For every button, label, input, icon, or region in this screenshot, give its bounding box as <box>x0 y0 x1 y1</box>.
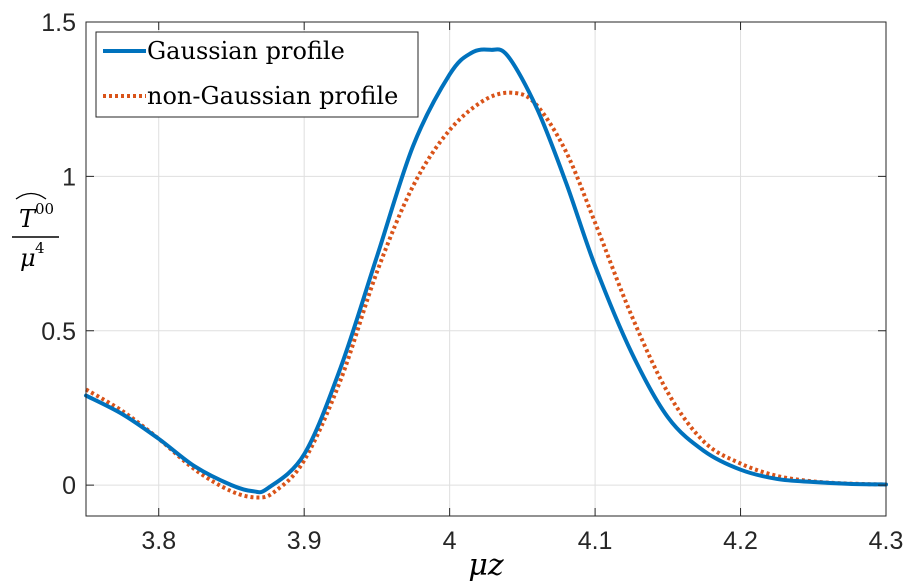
x-tick-label: 4.1 <box>578 527 613 555</box>
x-axis-label: μz <box>468 548 503 583</box>
y-label-denominator: μ <box>20 244 36 272</box>
series-line-gaussian <box>84 47 888 495</box>
x-tick-label: 4.2 <box>723 527 758 555</box>
legend-label-non-gaussian: non-Gaussian profile <box>147 82 398 110</box>
tick-labels: 3.8 3.9 4 4.1 4.2 4.3 0 0.5 1 1.5 <box>41 9 903 555</box>
legend: Gaussian profile non-Gaussian profile <box>95 31 419 118</box>
y-label-numerator: T <box>19 205 37 233</box>
series-layer <box>84 47 888 500</box>
x-tick-label: 3.9 <box>287 527 322 555</box>
y-tick-label: 0.5 <box>41 318 76 346</box>
legend-box <box>95 31 419 118</box>
y-label-denominator-power: 4 <box>35 239 45 257</box>
plot-area-frame <box>85 21 887 517</box>
tick-marks <box>86 21 887 516</box>
x-tick-label: 4 <box>443 527 457 555</box>
y-label-superscript: 00 <box>35 200 54 218</box>
y-tick-label: 0 <box>62 472 76 500</box>
y-label-hat <box>15 192 47 200</box>
y-tick-label: 1 <box>62 163 76 191</box>
x-tick-label: 4.3 <box>869 527 904 555</box>
series-line-non-gaussian <box>84 90 887 500</box>
y-tick-label: 1.5 <box>41 9 76 37</box>
y-axis-label: T 00 μ 4 <box>12 192 59 272</box>
x-tick-label: 3.8 <box>141 527 176 555</box>
legend-label-gaussian: Gaussian profile <box>147 37 345 65</box>
